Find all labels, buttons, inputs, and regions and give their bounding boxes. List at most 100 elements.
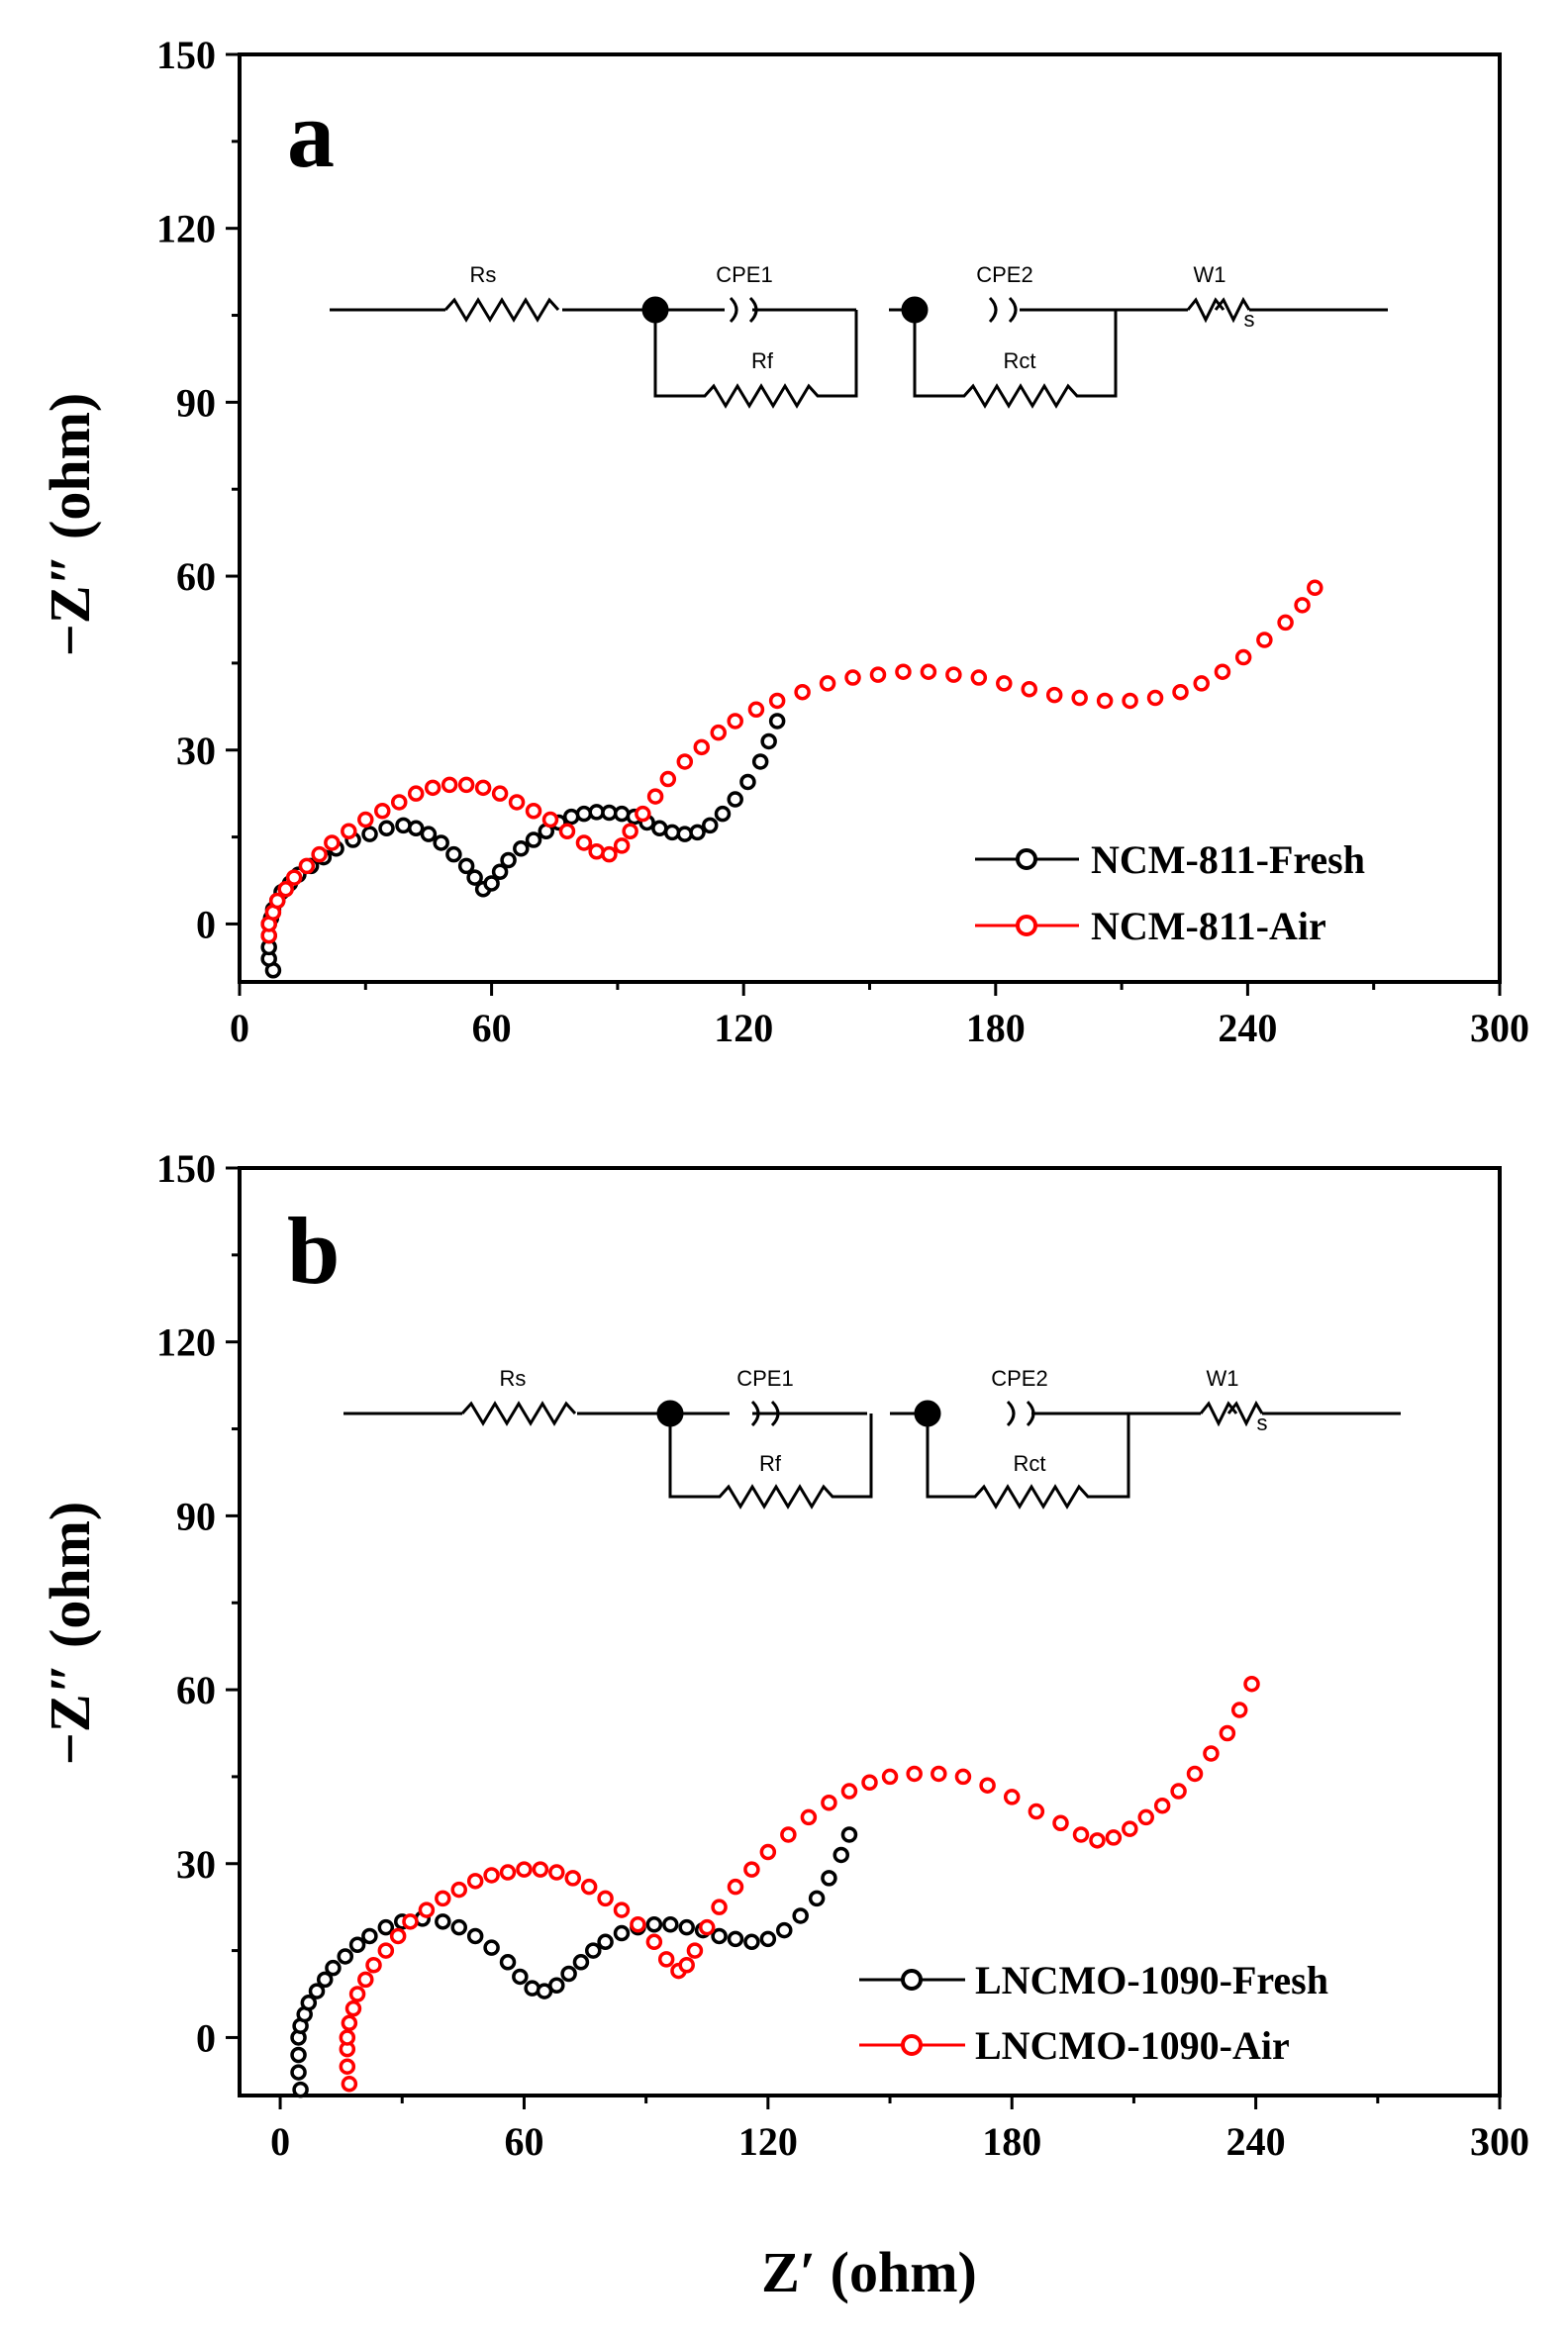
data-point-a-0-20 [433,834,449,851]
data-point-a-1-34 [727,713,743,730]
circuit-a-rf-branch [653,310,858,409]
data-point-b-1-52 [1122,1820,1138,1837]
circuit-a-rs-label: Rs [470,262,497,287]
data-point-b-1-46 [1003,1789,1021,1805]
legend-a-air-label: NCM-811-Air [1091,904,1326,948]
data-point-b-0-10 [337,1948,354,1965]
data-point-a-1-14 [424,779,441,797]
panel-a-circuit-inset [330,296,1388,409]
circuit-a-w1-element [1186,296,1251,324]
data-point-a-0-46 [739,773,756,791]
data-point-b-1-49 [1072,1826,1090,1843]
data-point-a-1-17 [474,779,492,797]
circuit-a-rs-resistor [443,297,560,323]
legend-b-fresh-marker [901,1969,923,1991]
data-point-b-0-1 [290,2064,307,2081]
data-point-a-0-44 [714,805,732,823]
data-point-b-0-28 [597,1933,614,1951]
data-point-b-0-2 [290,2046,307,2064]
data-point-a-0-28 [513,840,530,857]
data-point-a-0-33 [575,805,593,823]
panel-b-series [290,1675,1260,2098]
data-point-a-0-49 [768,713,786,730]
x-tick-label-b-0: 0 [270,2119,290,2164]
data-point-a-1-25 [601,845,618,863]
data-point-b-0-23 [536,1983,553,1999]
data-point-a-1-23 [575,834,593,851]
circuit-b-rf-branch [668,1414,873,1510]
data-point-b-0-31 [645,1915,663,1933]
data-point-a-0-45 [727,791,743,808]
data-point-a-1-55 [1234,648,1252,666]
data-point-a-1-53 [1193,675,1210,692]
circuit-b-rct-branch [926,1414,1130,1510]
data-point-a-1-29 [646,788,664,805]
data-point-b-1-50 [1089,1832,1106,1849]
data-point-a-1-44 [970,669,988,686]
circuit-b-cpe1-label: CPE1 [736,1366,793,1391]
circuit-b-cpe2 [1006,1400,1035,1427]
data-point-b-0-44 [840,1826,858,1843]
data-point-a-1-18 [491,785,509,802]
circuit-b-rct-label: Rct [1014,1451,1046,1476]
data-point-b-1-24 [613,1901,631,1918]
x-tick-label-b-4: 240 [1226,2119,1286,2164]
panel-b-circuit-inset [343,1400,1401,1510]
data-point-b-0-41 [808,1890,826,1907]
data-point-a-0-32 [562,808,580,826]
legend-a-air-entry: NCM-811-Air [975,904,1326,948]
data-point-a-1-8 [324,834,341,851]
data-point-b-1-31 [698,1918,716,1936]
data-point-b-0-27 [585,1942,602,1959]
data-point-a-0-40 [663,824,681,841]
data-point-a-1-9 [341,823,357,839]
data-point-b-0-42 [821,1870,837,1887]
circuit-a-ws-subscript: s [1244,307,1255,332]
circuit-a-cpe1 [729,296,758,324]
data-point-a-1-22 [558,823,576,839]
data-point-b-1-38 [821,1795,837,1811]
data-point-b-1-34 [743,1861,760,1878]
data-point-a-0-47 [751,753,769,770]
data-point-a-1-3 [268,892,286,910]
data-point-b-1-9 [377,1942,395,1959]
data-point-a-1-11 [374,802,391,820]
panel-b-axes: 0 60 120 180 240 300 0 30 60 90 120 150 [156,1146,1529,2164]
data-point-a-1-38 [819,675,836,692]
panel-a-legend: NCM-811-Fresh NCM-811-Air [975,837,1365,948]
data-point-b-1-33 [727,1878,744,1896]
data-point-b-0-13 [377,1918,395,1936]
data-point-b-0-36 [727,1930,744,1948]
x-tick-label-b-5: 300 [1470,2119,1529,2164]
data-point-a-1-5 [285,869,303,886]
data-point-a-1-4 [277,881,294,898]
x-axis-title: Z′ (ohm) [761,2240,977,2304]
data-point-a-1-15 [441,776,458,794]
data-point-a-1-47 [1045,686,1063,704]
data-point-a-1-24 [588,842,605,860]
data-point-b-1-0 [341,2076,358,2093]
series-a-1 [260,579,1323,944]
x-tick-label-b-2: 120 [738,2119,798,2164]
y-tick-label-a-3: 90 [176,380,216,425]
data-point-b-1-12 [418,1901,436,1918]
series-b-1 [339,1675,1260,2093]
data-point-a-1-52 [1172,683,1189,701]
data-point-b-1-10 [389,1927,407,1945]
data-point-b-1-47 [1028,1803,1045,1820]
data-point-a-1-19 [508,794,526,811]
legend-a-air-marker [1016,915,1037,936]
data-point-b-1-25 [630,1915,646,1933]
x-tick-label-a-3: 180 [966,1006,1026,1050]
data-point-a-1-59 [1307,579,1323,597]
y-tick-label-b-0: 0 [196,2015,216,2060]
data-point-b-0-18 [466,1927,484,1945]
data-point-b-1-39 [840,1783,858,1800]
data-point-a-1-13 [407,785,425,802]
series-b-0 [290,1826,858,2098]
data-point-b-1-29 [678,1956,695,1974]
data-point-b-1-7 [357,1971,374,1989]
data-point-b-1-45 [979,1777,996,1794]
data-point-b-0-40 [792,1907,809,1924]
data-point-a-1-46 [1021,681,1037,698]
